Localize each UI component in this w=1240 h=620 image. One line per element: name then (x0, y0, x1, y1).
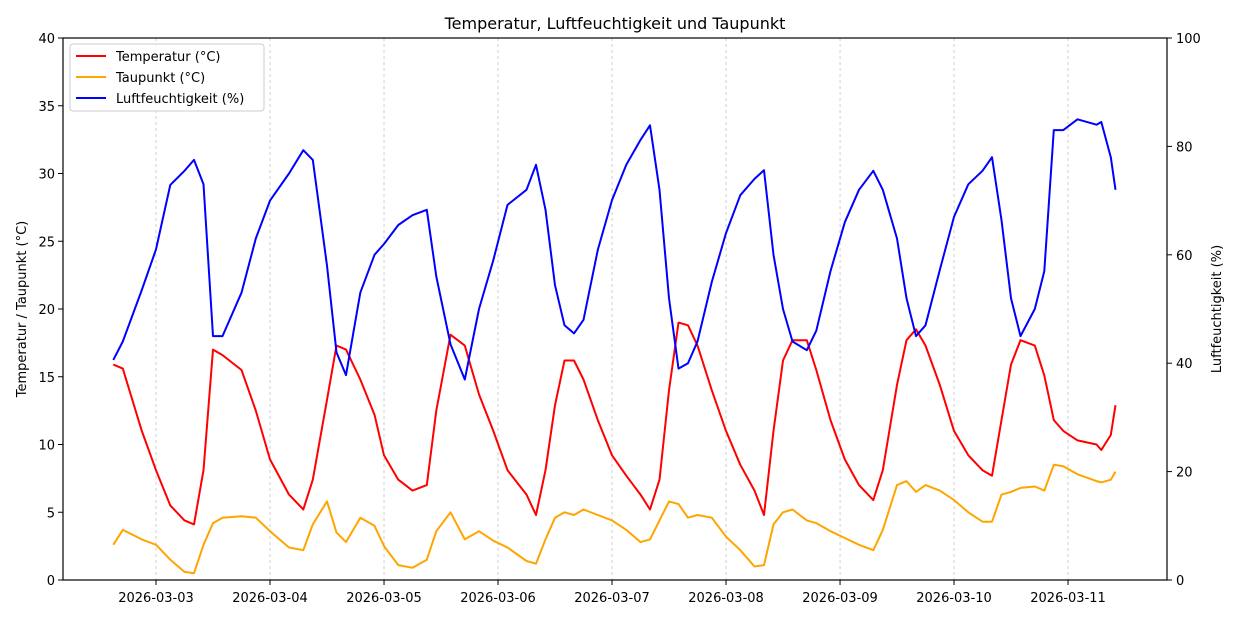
x-tick-label: 2026-03-11 (1030, 591, 1106, 606)
chart-title: Temperatur, Luftfeuchtigkeit und Taupunk… (444, 14, 786, 33)
y-tick-label-left: 15 (38, 371, 55, 386)
legend-label: Taupunkt (°C) (115, 71, 205, 86)
y-tick-label-right: 80 (1176, 140, 1193, 155)
y-tick-label-left: 5 (47, 506, 55, 521)
series-line-luftfeuchtigkeit (112, 118, 1117, 381)
grid (155, 38, 1069, 580)
plot-frame (62, 37, 1168, 581)
legend-box (69, 43, 265, 112)
y-tick-label-left: 40 (38, 32, 55, 47)
y-tick-label-right: 40 (1176, 357, 1193, 372)
y-tick-label-right: 0 (1176, 574, 1184, 589)
x-tick-label: 2026-03-10 (916, 591, 992, 606)
y-axis-left: 0 5 10 15 20 25 30 35 40 (38, 32, 63, 589)
y-axis-right: 0 20 40 60 80 100 (1167, 32, 1201, 589)
y-tick-label-right: 20 (1176, 466, 1193, 481)
series-line-temperatur (112, 321, 1117, 526)
x-tick-label: 2026-03-03 (118, 591, 194, 606)
y-tick-label-left: 35 (38, 100, 55, 115)
y-tick-label-right: 100 (1176, 32, 1201, 47)
legend: Temperatur (°C) Taupunkt (°C) Luftfeuchtig… (69, 43, 265, 112)
series-line-taupunkt (112, 463, 1117, 575)
y-axis-left-label: Temperatur / Taupunkt (°C) (15, 221, 30, 398)
x-tick-label: 2026-03-05 (346, 591, 422, 606)
x-tick-label: 2026-03-09 (802, 591, 878, 606)
legend-label: Temperatur (°C) (115, 50, 221, 65)
x-tick-label: 2026-03-06 (460, 591, 536, 606)
y-tick-label-left: 20 (38, 303, 55, 318)
legend-label: Luftfeuchtigkeit (%) (116, 92, 244, 107)
series-lines (112, 118, 1117, 575)
x-tick-label: 2026-03-08 (688, 591, 764, 606)
y-axis-right-label: Luftfeuchtigkeit (%) (1210, 245, 1225, 373)
y-tick-label-left: 0 (47, 574, 55, 589)
y-tick-label-left: 25 (38, 235, 55, 250)
y-tick-label-left: 10 (38, 439, 55, 454)
y-tick-label-left: 30 (38, 168, 55, 183)
x-axis: 2026-03-03 2026-03-04 2026-03-05 2026-03-06… (118, 580, 1106, 606)
x-tick-label: 2026-03-07 (574, 591, 650, 606)
y-tick-label-right: 60 (1176, 249, 1193, 264)
x-tick-label: 2026-03-04 (232, 591, 308, 606)
